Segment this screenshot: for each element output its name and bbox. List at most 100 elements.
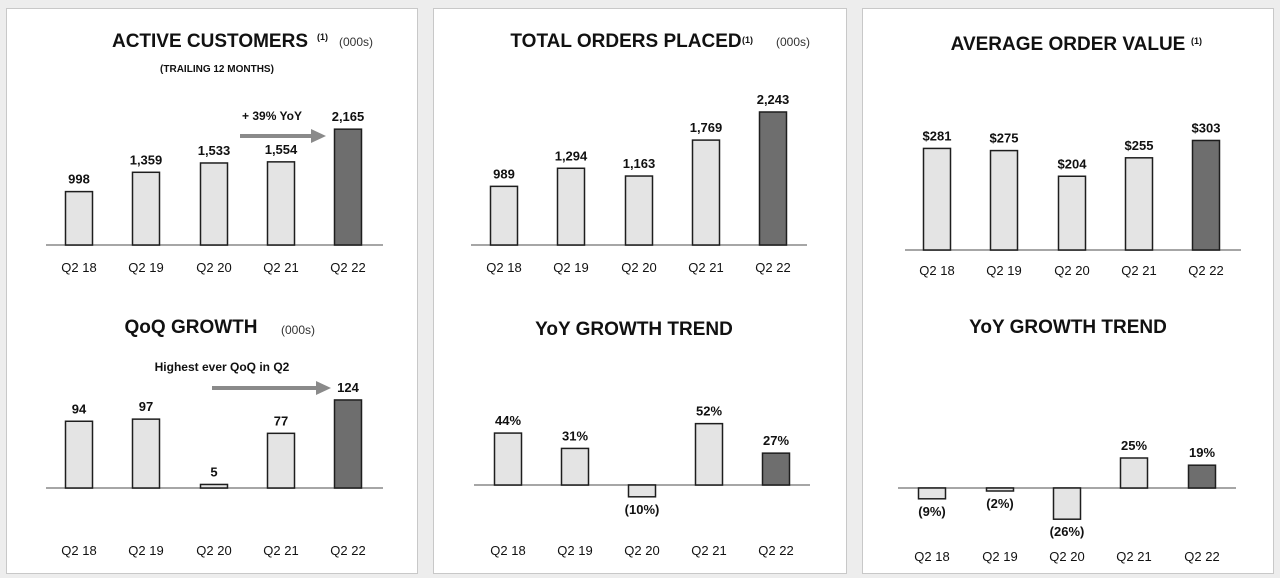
chart-title: YoY GROWTH TREND (535, 319, 733, 340)
category-label: Q2 19 (553, 260, 588, 275)
chart-superscript: (1) (317, 32, 328, 42)
bar (64, 190, 94, 246)
data-label: 2,165 (332, 109, 365, 124)
data-label: 31% (562, 428, 588, 443)
chart-units: (000s) (281, 323, 315, 337)
bar (556, 167, 586, 246)
data-label: (2%) (986, 496, 1013, 511)
data-label: 1,359 (130, 152, 163, 167)
category-label: Q2 18 (919, 263, 954, 278)
data-label: $204 (1058, 156, 1088, 171)
category-label: Q2 21 (263, 543, 298, 558)
category-label: Q2 22 (330, 543, 365, 558)
data-label: 1,533 (198, 143, 231, 158)
data-label: 97 (139, 399, 153, 414)
category-label: Q2 19 (128, 260, 163, 275)
category-label: Q2 19 (557, 543, 592, 558)
category-label: Q2 18 (486, 260, 521, 275)
data-label: 27% (763, 433, 789, 448)
data-label: $281 (923, 128, 952, 143)
bar (694, 422, 724, 486)
bar-chart-1: 998 Q2 18 1,359 Q2 19 1,533 Q2 20 1,554 Q2 21 2,… (46, 109, 383, 275)
category-label: Q2 21 (688, 260, 723, 275)
data-label: 989 (493, 166, 515, 181)
category-label: Q2 21 (1116, 549, 1151, 564)
annotation-text: + 39% YoY (242, 109, 302, 123)
bar (1057, 175, 1087, 251)
yoy-growth-right-header: YoY GROWTH TREND (969, 317, 1167, 338)
data-label: 124 (337, 380, 359, 395)
data-label: 998 (68, 172, 90, 187)
category-label: Q2 20 (1054, 263, 1089, 278)
average-order-value-header: AVERAGE ORDER VALUE (1) (951, 34, 1202, 55)
bar (691, 139, 721, 246)
category-label: Q2 20 (1049, 549, 1084, 564)
data-label: 19% (1189, 445, 1215, 460)
bar (199, 483, 229, 489)
bar (199, 162, 229, 246)
bar (1191, 139, 1221, 251)
data-label: $255 (1125, 138, 1154, 153)
bar (922, 147, 952, 251)
category-label: Q2 20 (621, 260, 656, 275)
total-orders-header: TOTAL ORDERS PLACED (1) (000s) (510, 31, 810, 52)
bar (493, 432, 523, 486)
category-label: Q2 19 (128, 543, 163, 558)
category-label: Q2 18 (61, 543, 96, 558)
bar (1052, 487, 1082, 520)
data-label: 2,243 (757, 92, 790, 107)
category-label: Q2 21 (1121, 263, 1156, 278)
data-label: (26%) (1050, 524, 1085, 539)
category-label: Q2 18 (914, 549, 949, 564)
category-label: Q2 22 (755, 260, 790, 275)
bar (1119, 457, 1149, 489)
data-label: 1,769 (690, 120, 723, 135)
category-label: Q2 19 (986, 263, 1021, 278)
data-label: 52% (696, 404, 722, 419)
arrow-right-icon (316, 381, 331, 395)
data-label: 1,554 (265, 142, 298, 157)
bar (917, 487, 947, 500)
bar (1124, 157, 1154, 251)
chart-layer: 998 Q2 18 1,359 Q2 19 1,533 Q2 20 1,554 Q2 21 2,… (46, 92, 1241, 564)
chart-units: (000s) (339, 35, 373, 49)
data-label: 1,294 (555, 148, 588, 163)
bar (131, 418, 161, 489)
chart-title: ACTIVE CUSTOMERS (112, 31, 308, 52)
data-label: 1,163 (623, 156, 656, 171)
data-label: 5 (210, 464, 217, 479)
category-label: Q2 20 (196, 543, 231, 558)
bar (333, 399, 363, 489)
bar (624, 175, 654, 246)
category-label: Q2 21 (691, 543, 726, 558)
arrow-right-icon (311, 129, 326, 143)
chart-superscript: (1) (1191, 36, 1202, 46)
bar (985, 487, 1015, 492)
annotation-text: Highest ever QoQ in Q2 (155, 360, 290, 374)
data-label: $275 (990, 131, 1019, 146)
data-label: 77 (274, 413, 288, 428)
yoy-growth-middle-header: YoY GROWTH TREND (535, 319, 733, 340)
bar (989, 149, 1019, 251)
chart-title: AVERAGE ORDER VALUE (951, 34, 1186, 55)
data-label: 25% (1121, 438, 1147, 453)
chart-title: YoY GROWTH TREND (969, 317, 1167, 338)
category-label: Q2 18 (61, 260, 96, 275)
bar (1187, 464, 1217, 489)
bar-chart-5: 44% Q2 18 31% Q2 19 (10%) Q2 20 52% Q2 21 27% Q2 … (474, 404, 810, 558)
bar (131, 171, 161, 246)
bar (560, 447, 590, 486)
chart-superscript: (1) (742, 35, 753, 45)
qoq-annotation: Highest ever QoQ in Q2 (155, 360, 331, 395)
bar (266, 161, 296, 246)
bar-chart-4: 94 Q2 18 97 Q2 19 5 Q2 20 77 Q2 21 124 Q2 22 (46, 380, 383, 558)
bar-chart-6: (9%) Q2 18 (2%) Q2 19 (26%) Q2 20 25% Q2 21 19% Q… (898, 438, 1236, 564)
bar-chart-3: $281 Q2 18 $275 Q2 19 $204 Q2 20 $255 Q2 21 $303… (905, 120, 1241, 278)
bar (761, 452, 791, 486)
chart-units: (000s) (776, 35, 810, 49)
category-label: Q2 20 (624, 543, 659, 558)
category-label: Q2 22 (1188, 263, 1223, 278)
category-label: Q2 22 (330, 260, 365, 275)
bar (758, 111, 788, 246)
